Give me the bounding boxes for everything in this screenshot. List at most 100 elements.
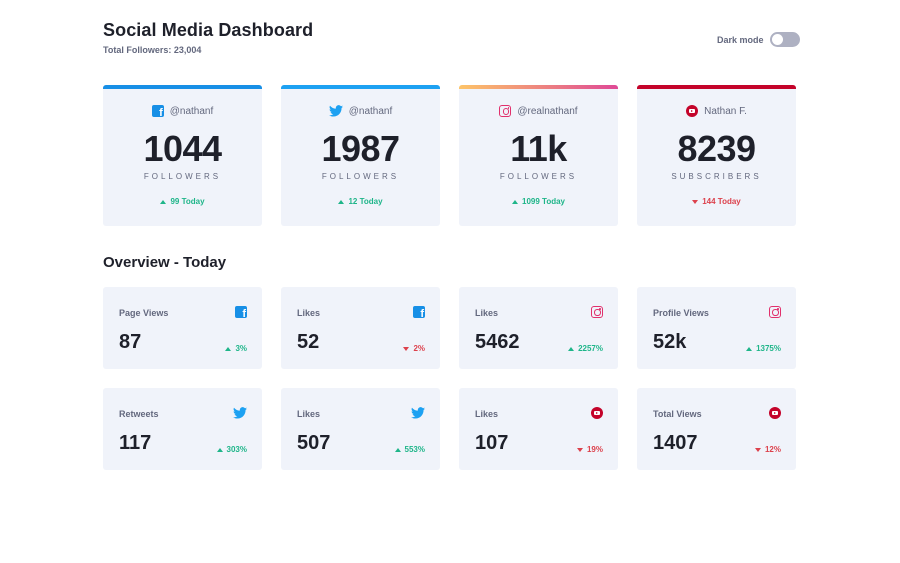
change-up: 2257% (568, 344, 603, 353)
card-accent-bar (103, 85, 262, 89)
overview-icon-wrap (411, 406, 425, 424)
change-up: 12 Today (281, 197, 440, 206)
follower-card-twitter[interactable]: @nathanf 1987 FOLLOWERS 12 Today (281, 85, 440, 226)
change-value: 303% (226, 445, 247, 454)
overview-metric-label: Likes (297, 409, 321, 419)
change-value: 1375% (756, 344, 781, 353)
overview-icon-wrap (235, 305, 247, 323)
change-down: 19% (576, 445, 603, 454)
twitter-icon (328, 105, 343, 117)
arrow-up-icon (216, 447, 223, 452)
youtube-icon (769, 407, 781, 419)
arrow-up-icon (512, 199, 518, 204)
change-value: 99 Today (170, 197, 205, 206)
overview-icon-wrap (769, 305, 781, 323)
arrow-up-icon (394, 447, 401, 452)
change-down: 2% (403, 344, 425, 353)
facebook-icon (235, 306, 247, 320)
overview-icon-wrap (769, 406, 781, 424)
overview-card-instagram[interactable]: Profile Views 52k 1375% (637, 287, 796, 369)
arrow-up-icon (338, 199, 345, 204)
arrow-down-icon (692, 199, 699, 204)
overview-metric-label: Retweets (119, 409, 159, 419)
overview-metric-label: Page Views (119, 308, 169, 318)
overview-icon-wrap (413, 305, 425, 323)
change-value: 2% (413, 344, 425, 353)
arrow-down-icon (576, 447, 583, 452)
overview-icon-wrap (591, 305, 603, 323)
overview-card-facebook[interactable]: Page Views 87 3% (103, 287, 262, 369)
overview-card-youtube[interactable]: Likes 107 19% (459, 388, 618, 470)
overview-metric-value: 107 (475, 432, 509, 454)
arrow-up-icon (225, 346, 232, 351)
overview-metric-value: 52 (297, 331, 320, 353)
follower-card-youtube[interactable]: Nathan F. 8239 SUBSCRIBERS 144 Today (637, 85, 796, 226)
overview-metric-label: Likes (475, 308, 499, 318)
overview-card-instagram[interactable]: Likes 5462 2257% (459, 287, 618, 369)
overview-icon-wrap (591, 406, 603, 424)
change-up: 303% (216, 445, 247, 454)
change-up: 99 Today (103, 197, 262, 206)
overview-metric-label: Likes (297, 308, 321, 318)
follower-unit-label: FOLLOWERS (321, 172, 400, 181)
overview-metric-value: 5462 (475, 331, 520, 353)
overview-title: Overview - Today (103, 254, 227, 271)
youtube-icon (686, 105, 699, 117)
follower-card-instagram[interactable]: @realnathanf 11k FOLLOWERS 1099 Today (459, 85, 618, 226)
instagram-icon (499, 105, 512, 117)
overview-metric-value: 507 (297, 432, 331, 454)
card-accent-bar (281, 85, 440, 89)
change-up: 1375% (746, 344, 781, 353)
arrow-down-icon (403, 346, 410, 351)
change-value: 144 Today (702, 197, 741, 206)
overview-grid: Page Views 87 3% Likes 52 2% Likes 5462 2257% Pro… (103, 287, 796, 470)
follower-cards: @nathanf 1044 FOLLOWERS 99 Today @nathanf 198… (103, 85, 796, 226)
dark-mode-switch[interactable] (769, 32, 800, 47)
arrow-down-icon (754, 447, 761, 452)
overview-metric-value: 87 (119, 331, 142, 353)
twitter-icon (233, 406, 247, 419)
change-up: 553% (394, 445, 425, 454)
total-followers: Total Followers: 23,004 (103, 45, 202, 55)
dark-mode-label: Dark mode (717, 34, 764, 45)
arrow-up-icon (160, 199, 167, 204)
instagram-icon (769, 306, 781, 318)
change-up: 3% (225, 344, 247, 353)
follower-count: 1044 (143, 128, 222, 169)
overview-icon-wrap (233, 406, 247, 424)
card-handle: @nathanf (348, 105, 393, 117)
arrow-up-icon (568, 346, 575, 351)
instagram-icon (591, 306, 603, 318)
overview-card-twitter[interactable]: Retweets 117 303% (103, 388, 262, 470)
overview-metric-label: Profile Views (653, 308, 709, 318)
follower-count: 11k (510, 128, 567, 169)
change-value: 3% (235, 344, 247, 353)
facebook-icon (413, 306, 425, 320)
overview-metric-value: 117 (119, 432, 152, 454)
change-value: 1099 Today (522, 197, 565, 206)
card-handle: @realnathanf (517, 105, 578, 117)
change-value: 12% (764, 445, 781, 454)
follower-unit-label: FOLLOWERS (143, 172, 222, 181)
change-up: 1099 Today (459, 197, 618, 206)
card-handle-row: @nathanf (103, 105, 262, 119)
dark-mode-toggle[interactable]: Dark mode (717, 32, 800, 47)
page-title: Social Media Dashboard (103, 20, 314, 40)
overview-card-youtube[interactable]: Total Views 1407 12% (637, 388, 796, 470)
card-accent-bar (459, 85, 618, 89)
card-handle-row: Nathan F. (637, 105, 796, 117)
overview-metric-label: Total Views (653, 409, 702, 419)
dashboard-header: Social Media Dashboard Total Followers: … (103, 20, 313, 55)
change-down: 12% (754, 445, 781, 454)
overview-metric-value: 52k (653, 331, 687, 353)
card-accent-bar (637, 85, 796, 89)
facebook-icon (151, 105, 164, 119)
card-handle-row: @nathanf (281, 105, 440, 117)
change-value: 553% (404, 445, 425, 454)
overview-card-facebook[interactable]: Likes 52 2% (281, 287, 440, 369)
follower-count: 8239 (677, 128, 756, 169)
overview-card-twitter[interactable]: Likes 507 553% (281, 388, 440, 470)
card-handle: @nathanf (169, 105, 214, 117)
card-handle: Nathan F. (704, 105, 747, 117)
follower-card-facebook[interactable]: @nathanf 1044 FOLLOWERS 99 Today (103, 85, 262, 226)
